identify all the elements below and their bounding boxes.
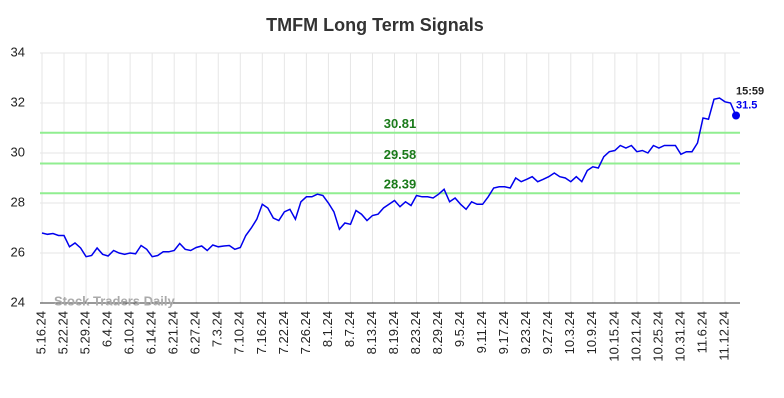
y-tick-label: 24	[11, 294, 25, 309]
signal-label: 29.58	[384, 147, 417, 162]
x-tick-label: 7.22.24	[276, 311, 291, 354]
last-time: 15:59	[736, 85, 764, 97]
x-tick-label: 6.10.24	[122, 311, 137, 354]
x-tick-label: 6.4.24	[100, 311, 115, 347]
x-tick-label: 6.27.24	[188, 311, 203, 354]
x-tick-label: 5.29.24	[78, 311, 93, 354]
x-tick-label: 10.9.24	[584, 311, 599, 354]
price-line	[41, 97, 737, 258]
x-tick-label: 10.31.24	[672, 311, 687, 362]
x-tick-label: 9.11.24	[474, 311, 489, 353]
x-tick-label: 7.26.24	[298, 311, 313, 354]
x-tick-label: 6.14.24	[144, 311, 159, 354]
x-tick-label: 10.25.24	[650, 311, 665, 362]
x-tick-label: 8.23.24	[408, 311, 423, 354]
x-tick-label: 6.21.24	[166, 311, 181, 354]
x-tick-label: 9.23.24	[518, 311, 533, 354]
x-tick-label: 9.5.24	[452, 311, 467, 347]
last-value: 31.5	[736, 99, 757, 111]
x-tick-label: 7.10.24	[232, 311, 247, 354]
x-tick-label: 9.27.24	[540, 311, 555, 354]
y-tick-label: 32	[11, 94, 25, 109]
x-tick-label: 8.19.24	[386, 311, 401, 354]
watermark: Stock Traders Daily	[54, 293, 175, 308]
y-tick-label: 34	[11, 44, 25, 59]
x-tick-label: 11.6.24	[694, 311, 709, 353]
y-tick-label: 26	[11, 244, 25, 259]
x-tick-label: 10.3.24	[562, 311, 577, 354]
y-tick-label: 30	[11, 144, 25, 159]
signal-label: 28.39	[384, 177, 417, 192]
x-tick-label: 10.21.24	[628, 311, 643, 362]
x-tick-label: 8.29.24	[430, 311, 445, 354]
x-tick-label: 10.15.24	[606, 311, 621, 362]
x-tick-label: 5.16.24	[33, 311, 48, 354]
x-tick-label: 7.3.24	[210, 311, 225, 347]
y-tick-label: 28	[11, 194, 25, 209]
chart-title: TMFM Long Term Signals	[266, 15, 484, 35]
x-tick-label: 5.22.24	[55, 311, 70, 354]
last-point	[732, 111, 741, 120]
x-tick-label: 11.12.24	[716, 311, 731, 361]
x-tick-label: 8.7.24	[342, 311, 357, 347]
x-tick-label: 7.16.24	[254, 311, 269, 354]
x-tick-label: 8.13.24	[364, 311, 379, 354]
signal-label: 30.81	[384, 116, 417, 131]
x-tick-label: 8.1.24	[320, 311, 335, 347]
x-tick-label: 9.17.24	[496, 311, 511, 354]
